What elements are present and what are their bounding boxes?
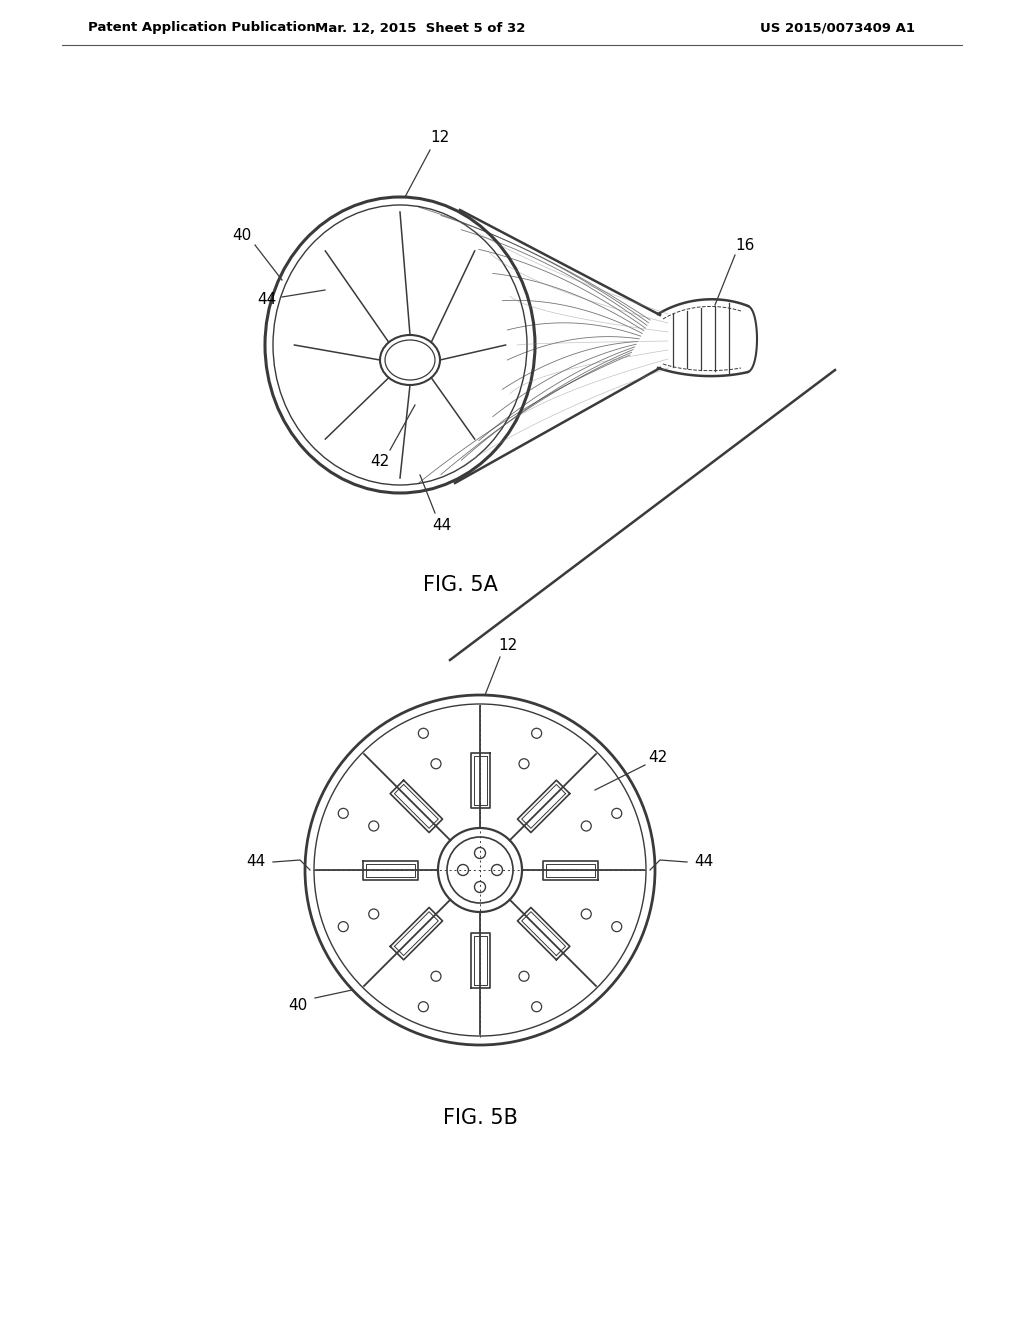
Text: 44: 44 — [432, 517, 452, 532]
Text: Mar. 12, 2015  Sheet 5 of 32: Mar. 12, 2015 Sheet 5 of 32 — [314, 21, 525, 34]
Text: 40: 40 — [232, 227, 252, 243]
Text: 44: 44 — [247, 854, 265, 869]
Text: 16: 16 — [735, 238, 755, 252]
Text: 40: 40 — [289, 998, 307, 1012]
Text: FIG. 5A: FIG. 5A — [423, 576, 498, 595]
Text: 44: 44 — [694, 854, 714, 869]
Text: 12: 12 — [499, 638, 517, 652]
Text: 44: 44 — [257, 292, 276, 306]
Text: 42: 42 — [371, 454, 389, 470]
Text: Patent Application Publication: Patent Application Publication — [88, 21, 315, 34]
Text: 12: 12 — [430, 131, 450, 145]
Text: US 2015/0073409 A1: US 2015/0073409 A1 — [760, 21, 915, 34]
Text: 42: 42 — [648, 751, 668, 766]
Text: FIG. 5B: FIG. 5B — [442, 1107, 517, 1129]
